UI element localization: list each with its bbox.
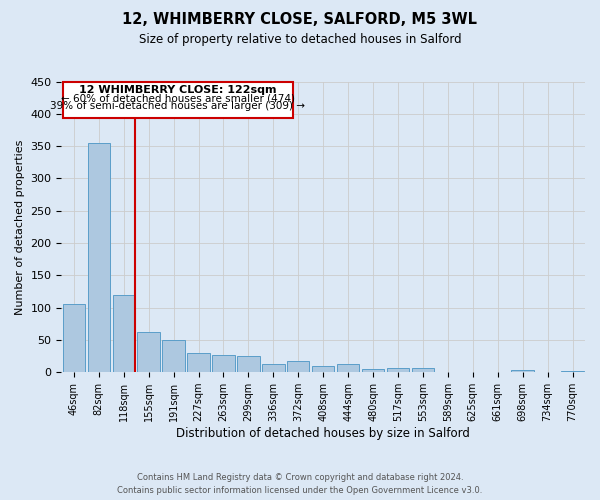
Text: 12 WHIMBERRY CLOSE: 122sqm: 12 WHIMBERRY CLOSE: 122sqm bbox=[79, 84, 277, 94]
Bar bbox=[62, 304, 85, 372]
Bar bbox=[287, 360, 310, 372]
Text: Contains HM Land Registry data © Crown copyright and database right 2024.
Contai: Contains HM Land Registry data © Crown c… bbox=[118, 474, 482, 495]
Bar bbox=[387, 368, 409, 372]
Bar bbox=[137, 332, 160, 372]
Bar bbox=[562, 371, 584, 372]
Text: Size of property relative to detached houses in Salford: Size of property relative to detached ho… bbox=[139, 32, 461, 46]
Bar bbox=[163, 340, 185, 372]
X-axis label: Distribution of detached houses by size in Salford: Distribution of detached houses by size … bbox=[176, 427, 470, 440]
Bar bbox=[88, 143, 110, 372]
Bar bbox=[237, 356, 260, 372]
Bar bbox=[262, 364, 284, 372]
Bar bbox=[312, 366, 334, 372]
Bar bbox=[113, 294, 135, 372]
Text: ← 60% of detached houses are smaller (474): ← 60% of detached houses are smaller (47… bbox=[61, 93, 295, 103]
Bar bbox=[362, 369, 384, 372]
Bar bbox=[187, 353, 210, 372]
Bar bbox=[337, 364, 359, 372]
Bar bbox=[511, 370, 534, 372]
FancyBboxPatch shape bbox=[62, 82, 293, 118]
Bar bbox=[212, 355, 235, 372]
Text: 12, WHIMBERRY CLOSE, SALFORD, M5 3WL: 12, WHIMBERRY CLOSE, SALFORD, M5 3WL bbox=[122, 12, 478, 28]
Bar bbox=[412, 368, 434, 372]
Y-axis label: Number of detached properties: Number of detached properties bbox=[15, 139, 25, 314]
Text: 39% of semi-detached houses are larger (309) →: 39% of semi-detached houses are larger (… bbox=[50, 101, 305, 111]
